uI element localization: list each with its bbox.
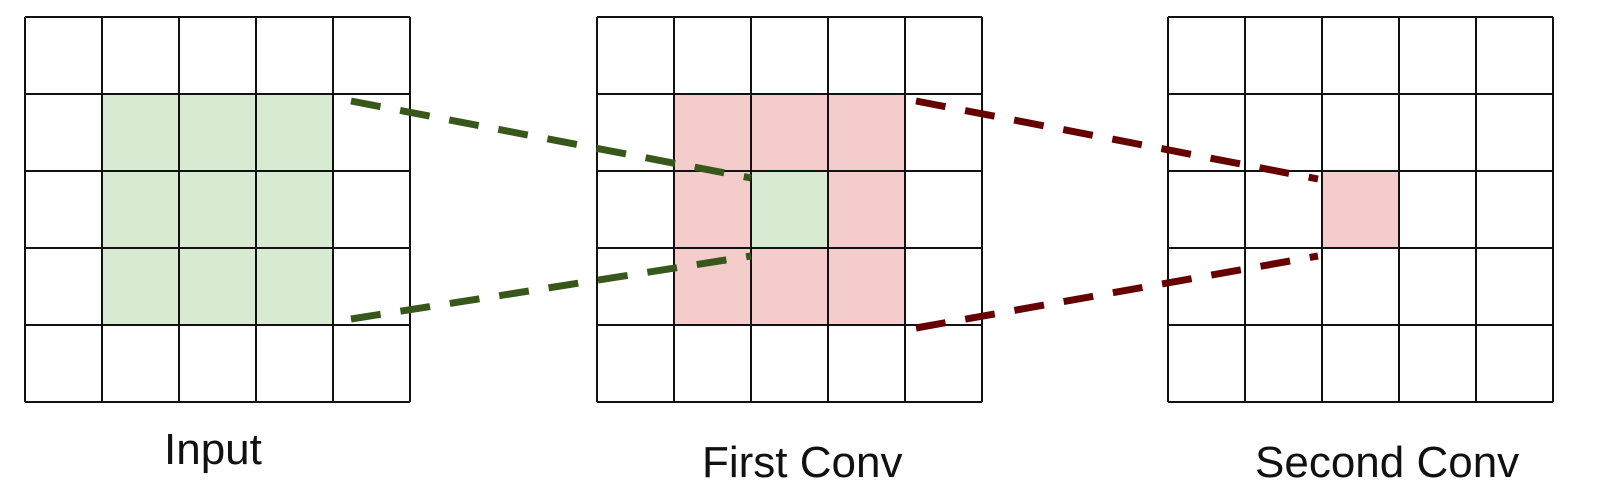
first-conv-focus-cell: [751, 171, 828, 248]
input-highlighted-cell: [256, 94, 333, 171]
input-highlighted-cell: [102, 94, 179, 171]
first-conv-receptive-cell: [828, 248, 905, 325]
input-highlighted-cell: [179, 94, 256, 171]
input-grid: [24, 16, 411, 403]
input-highlighted-cell: [256, 248, 333, 325]
input-to-first-bottom-line: [350, 252, 752, 323]
input-highlighted-cell: [102, 171, 179, 248]
input-highlighted-cell: [102, 248, 179, 325]
input-highlighted-cell: [256, 171, 333, 248]
input-to-first-connection: [350, 97, 752, 323]
first-conv-grid: [596, 16, 983, 403]
input-to-first-top-line: [350, 97, 752, 182]
input-grid-label: Input: [164, 425, 262, 474]
first-conv-receptive-cell: [751, 94, 828, 171]
second-conv-grid-label: Second Conv: [1255, 438, 1520, 487]
first-conv-receptive-cell: [674, 94, 751, 171]
first-conv-receptive-cell: [751, 248, 828, 325]
second-conv-grid: [1167, 16, 1554, 403]
input-highlighted-cell: [179, 248, 256, 325]
second-conv-grid-fills: [1322, 171, 1399, 248]
first-conv-receptive-cell: [674, 171, 751, 248]
second-conv-focus-cell: [1322, 171, 1399, 248]
first-to-second-connection: [915, 97, 1319, 332]
first-conv-receptive-cell: [828, 94, 905, 171]
first-to-second-bottom-line: [915, 252, 1319, 332]
first-to-second-top-line: [915, 97, 1319, 183]
input-grid-fills: [102, 94, 333, 325]
first-conv-grid-label: First Conv: [702, 438, 903, 487]
input-highlighted-cell: [179, 171, 256, 248]
first-conv-receptive-cell: [828, 171, 905, 248]
first-conv-grid-fills: [674, 94, 905, 325]
